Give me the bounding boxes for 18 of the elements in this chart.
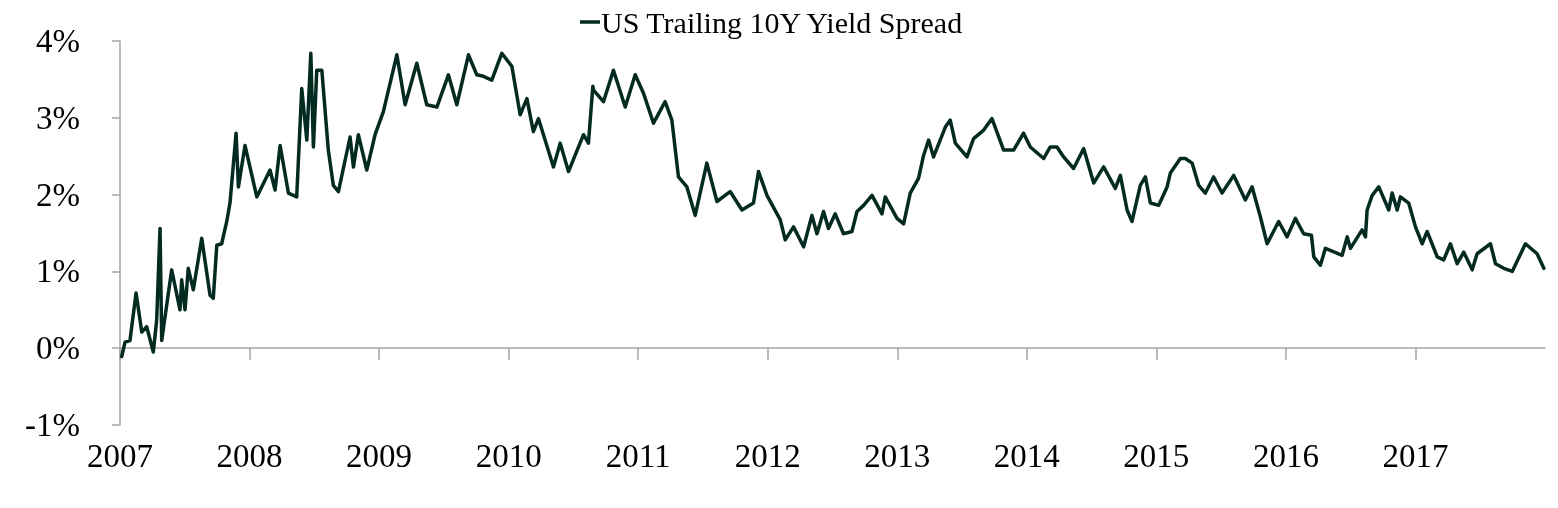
- x-tick-label: 2007: [87, 437, 153, 474]
- y-tick-label: 3%: [36, 99, 80, 136]
- y-tick-label: 4%: [36, 23, 80, 59]
- y-tick-label: 2%: [36, 176, 80, 213]
- y-tick-label: 1%: [36, 253, 80, 290]
- x-tick-label: 2009: [346, 437, 413, 474]
- x-tick-label: 2011: [605, 437, 671, 474]
- x-tick-label: 2014: [993, 437, 1060, 474]
- x-tick-label: 2013: [864, 437, 931, 474]
- x-tick-label: 2017: [1382, 437, 1449, 474]
- x-tick-label: 2008: [216, 437, 283, 474]
- x-tick-label: 2010: [475, 437, 542, 474]
- legend-label: US Trailing 10Y Yield Spread: [601, 5, 963, 39]
- y-tick-label: 0%: [36, 330, 80, 367]
- x-tick-label: 2015: [1123, 437, 1190, 474]
- x-tick-label: 2016: [1252, 437, 1319, 474]
- y-tick-label: -1%: [25, 407, 80, 443]
- x-tick-label: 2012: [734, 437, 801, 474]
